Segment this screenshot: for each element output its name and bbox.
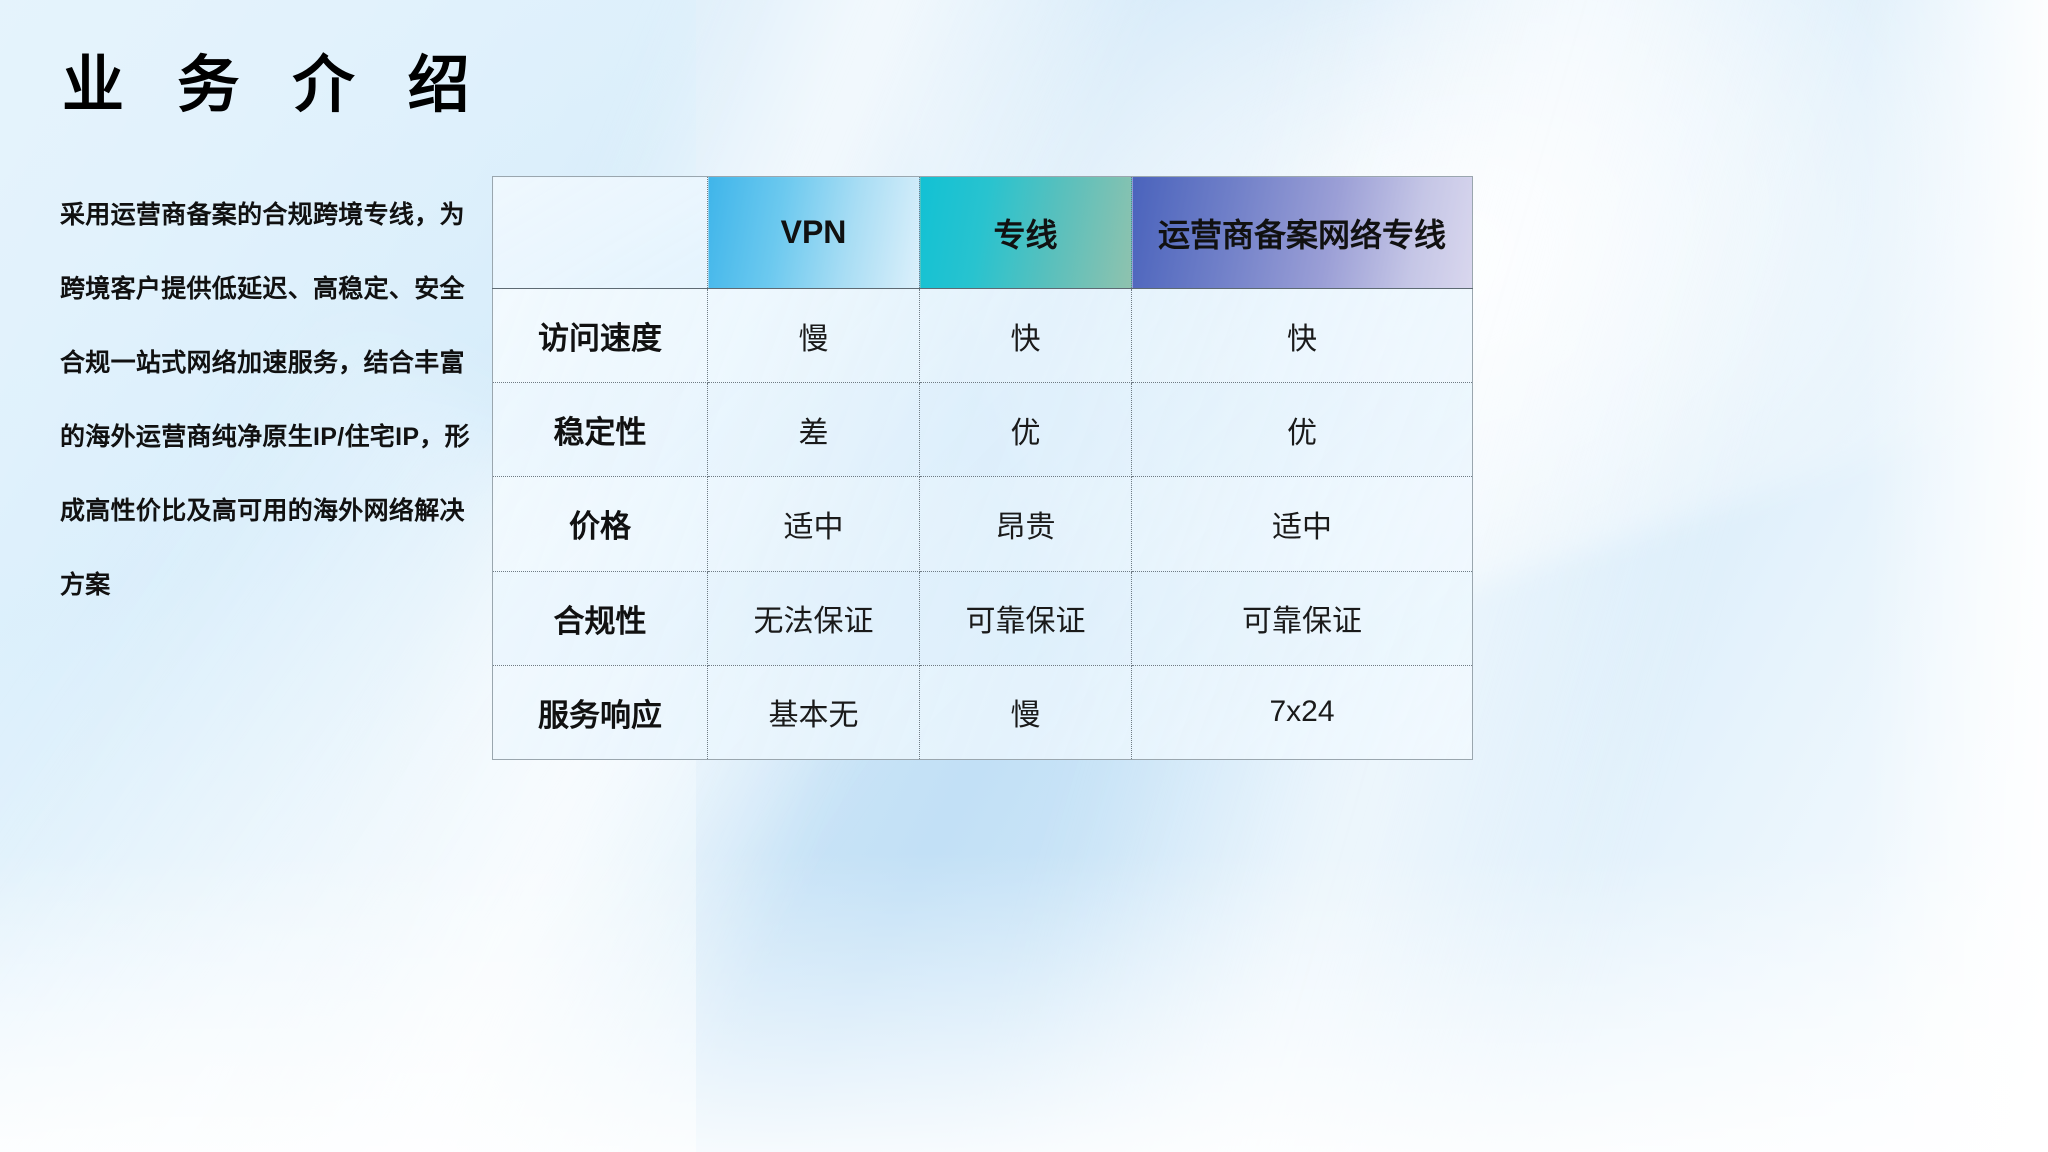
- row-label-price: 价格: [492, 476, 708, 572]
- cell-line-access-speed: 快: [919, 288, 1132, 384]
- table-row: 稳定性 差 优 优: [492, 382, 1473, 478]
- row-label-service-response: 服务响应: [492, 665, 708, 760]
- header-cell-vpn: VPN: [707, 176, 920, 289]
- header-cell-blank: [492, 176, 708, 289]
- table-row: 服务响应 基本无 慢 7x24: [492, 665, 1473, 760]
- background-fade-bottom: [0, 852, 2048, 1152]
- cell-line-price: 昂贵: [919, 476, 1132, 572]
- cell-line-stability: 优: [919, 382, 1132, 478]
- cell-line-compliance: 可靠保证: [919, 571, 1132, 666]
- cell-isp-stability: 优: [1131, 382, 1473, 478]
- row-label-stability: 稳定性: [492, 382, 708, 478]
- cell-vpn-stability: 差: [707, 382, 920, 478]
- cell-isp-service-response: 7x24: [1269, 695, 1335, 729]
- table-row: 访问速度 慢 快 快: [492, 288, 1473, 384]
- cell-line-service-response: 慢: [919, 665, 1132, 760]
- cell-isp-compliance: 可靠保证: [1131, 571, 1473, 666]
- comparison-table: VPN 专线 运营商备案网络专线 访问速度 慢 快 快 稳定性 差 优 优: [492, 176, 1473, 760]
- header-cell-dedicated-line: 专线: [919, 176, 1132, 289]
- cell-vpn-service-response: 基本无: [707, 665, 920, 760]
- cell-vpn-access-speed: 慢: [707, 288, 920, 384]
- cell-isp-access-speed: 快: [1131, 288, 1473, 384]
- page-title: 业 务 介 绍: [62, 51, 488, 120]
- cell-vpn-price: 适中: [707, 476, 920, 572]
- row-label-access-speed: 访问速度: [492, 288, 708, 384]
- comparison-table-container: VPN 专线 运营商备案网络专线 访问速度 慢 快 快 稳定性 差 优 优: [492, 176, 1473, 760]
- table-header-row: VPN 专线 运营商备案网络专线: [492, 176, 1473, 289]
- row-label-compliance: 合规性: [492, 571, 708, 666]
- cell-vpn-compliance: 无法保证: [707, 571, 920, 666]
- header-cell-isp-registered-line: 运营商备案网络专线: [1131, 176, 1473, 289]
- table-row: 价格 适中 昂贵 适中: [492, 476, 1473, 572]
- intro-paragraph: 采用运营商备案的合规跨境专线，为跨境客户提供低延迟、高稳定、安全合规一站式网络加…: [60, 201, 470, 599]
- cell-isp-price: 适中: [1131, 476, 1473, 572]
- background-fade-right: [1863, 0, 2048, 1152]
- table-row: 合规性 无法保证 可靠保证 可靠保证: [492, 571, 1473, 666]
